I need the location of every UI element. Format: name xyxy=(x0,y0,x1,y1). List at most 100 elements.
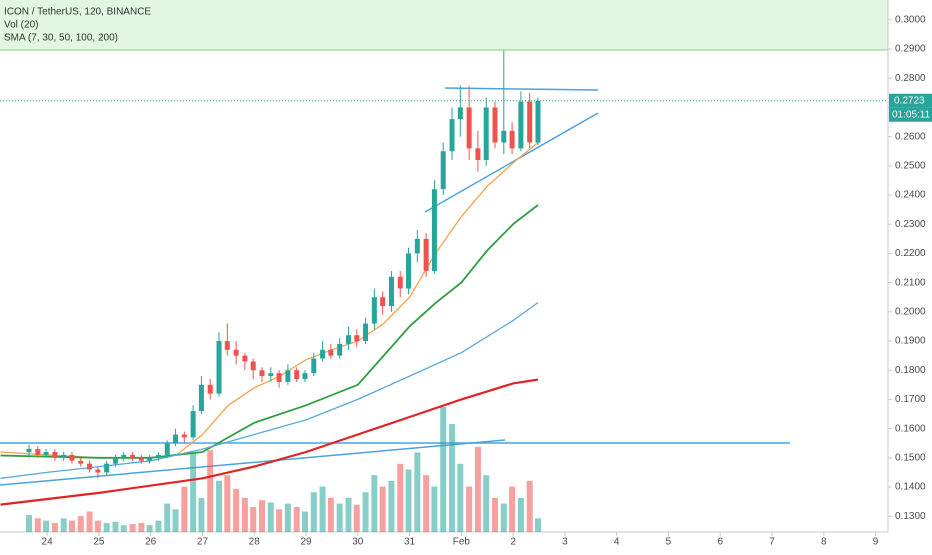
volume-bar xyxy=(301,511,308,532)
candle-body xyxy=(371,297,377,324)
candle-body xyxy=(501,130,507,143)
candle-body xyxy=(130,454,136,458)
y-tick-label: 0.1400 xyxy=(895,482,926,493)
volume-bar xyxy=(120,525,127,532)
y-tick-label: 0.1300 xyxy=(895,511,926,522)
candle-body xyxy=(276,373,282,382)
candle-body xyxy=(440,151,446,190)
volume-bar xyxy=(517,497,524,532)
triangle-bottom xyxy=(424,112,599,213)
candle-body xyxy=(388,276,394,307)
volume-bar xyxy=(60,518,67,532)
candle-body xyxy=(198,384,204,412)
candle-body xyxy=(363,323,369,342)
volume-bar xyxy=(25,514,32,532)
volume-bar xyxy=(250,507,257,532)
candle-body xyxy=(190,411,196,438)
volume-bar xyxy=(319,486,326,532)
volume-bar xyxy=(423,475,430,532)
candle-body xyxy=(147,457,153,461)
volume-bar xyxy=(492,497,499,532)
alert-zone xyxy=(0,0,888,50)
x-tick-label: 4 xyxy=(614,537,620,548)
candle-body xyxy=(52,451,58,458)
candle-body xyxy=(527,101,533,143)
volume-bar xyxy=(112,521,119,532)
x-tick-label: 24 xyxy=(42,537,54,548)
candle-body xyxy=(475,148,481,161)
y-tick-label: 0.2100 xyxy=(895,277,926,288)
candle-body xyxy=(207,384,213,394)
x-tick-label: 29 xyxy=(300,537,312,548)
volume-bar xyxy=(336,503,343,532)
y-tick-label: 0.1900 xyxy=(895,336,926,347)
x-tick-label: 27 xyxy=(197,537,209,548)
candle-body xyxy=(449,119,455,152)
volume-bar xyxy=(405,469,412,532)
candle-body xyxy=(423,238,429,271)
candle-body xyxy=(216,341,222,394)
volume-bar xyxy=(164,503,171,532)
candle-body xyxy=(294,370,300,379)
x-tick-label: 8 xyxy=(821,537,827,548)
candle-body xyxy=(320,349,326,359)
volume-bar xyxy=(276,509,283,532)
volume-bar xyxy=(327,497,334,532)
candle-body xyxy=(104,463,110,473)
candle-body xyxy=(242,355,248,362)
volume-bar xyxy=(362,492,369,532)
volume-bar xyxy=(431,486,438,532)
triangle-top xyxy=(444,87,599,91)
candle-body xyxy=(483,107,489,161)
candle-body xyxy=(354,335,360,342)
volume-bar xyxy=(86,511,93,532)
candle-body xyxy=(87,463,93,470)
candle-body xyxy=(224,341,230,350)
rising-line xyxy=(0,439,506,486)
volume-bar xyxy=(500,503,507,532)
volume-bar xyxy=(449,424,456,532)
x-tick-label: 3 xyxy=(562,537,568,548)
x-tick-label: 30 xyxy=(352,537,364,548)
candle-body xyxy=(138,457,144,461)
volume-bar xyxy=(216,480,223,532)
volume-bar xyxy=(51,522,58,532)
x-tick-label: 9 xyxy=(873,537,879,548)
y-tick-label: 0.2200 xyxy=(895,248,926,259)
volume-bar xyxy=(284,503,291,532)
sma-label: SMA (7, 30, 50, 100, 200) xyxy=(4,33,118,44)
volume-label: Vol (20) xyxy=(4,20,38,31)
volume-bar xyxy=(155,520,162,532)
volume-bar xyxy=(474,446,481,532)
y-tick-label: 0.1800 xyxy=(895,365,926,376)
volume-bar xyxy=(388,480,395,532)
volume-bar xyxy=(172,509,179,532)
volume-bar xyxy=(103,522,110,532)
volume-bar xyxy=(207,450,214,532)
candle-body xyxy=(233,349,239,356)
volume-bar xyxy=(181,486,188,532)
volume-bar xyxy=(224,475,231,532)
volume-bar xyxy=(190,452,197,532)
y-tick-label: 0.2800 xyxy=(895,73,926,84)
volume-bar xyxy=(526,480,533,532)
volume-bar xyxy=(267,502,274,532)
candle-body xyxy=(431,189,437,271)
candle-body xyxy=(337,343,343,356)
volume-bar xyxy=(138,522,145,532)
volume-bar xyxy=(457,463,464,532)
volume-bar xyxy=(241,497,248,532)
candle-body xyxy=(121,454,127,458)
volume-bar xyxy=(258,500,265,532)
candle-body xyxy=(345,335,351,344)
trend-lines xyxy=(0,87,790,486)
candle-body xyxy=(69,454,75,461)
x-tick-label: 31 xyxy=(404,537,416,548)
candle-body xyxy=(95,469,101,473)
candle-body xyxy=(509,130,515,149)
candle-body xyxy=(26,449,32,452)
sma-line xyxy=(0,204,539,459)
candle-body xyxy=(328,349,334,356)
volume-bar xyxy=(379,486,386,532)
sma-line xyxy=(0,141,539,459)
